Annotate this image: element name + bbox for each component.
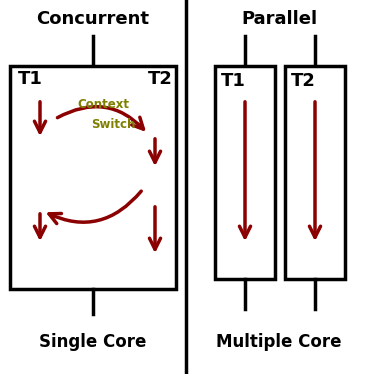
Text: T2: T2 bbox=[148, 70, 173, 88]
Text: Context: Context bbox=[77, 98, 129, 110]
Bar bbox=[285, 66, 345, 279]
Text: Switch: Switch bbox=[91, 117, 135, 131]
Text: Parallel: Parallel bbox=[241, 10, 317, 28]
Text: T1: T1 bbox=[18, 70, 43, 88]
Bar bbox=[215, 66, 275, 279]
Text: Multiple Core: Multiple Core bbox=[216, 333, 342, 351]
Text: T2: T2 bbox=[291, 72, 316, 90]
Text: T1: T1 bbox=[221, 72, 246, 90]
Bar bbox=[10, 66, 176, 289]
Text: Single Core: Single Core bbox=[39, 333, 147, 351]
Text: Concurrent: Concurrent bbox=[36, 10, 150, 28]
